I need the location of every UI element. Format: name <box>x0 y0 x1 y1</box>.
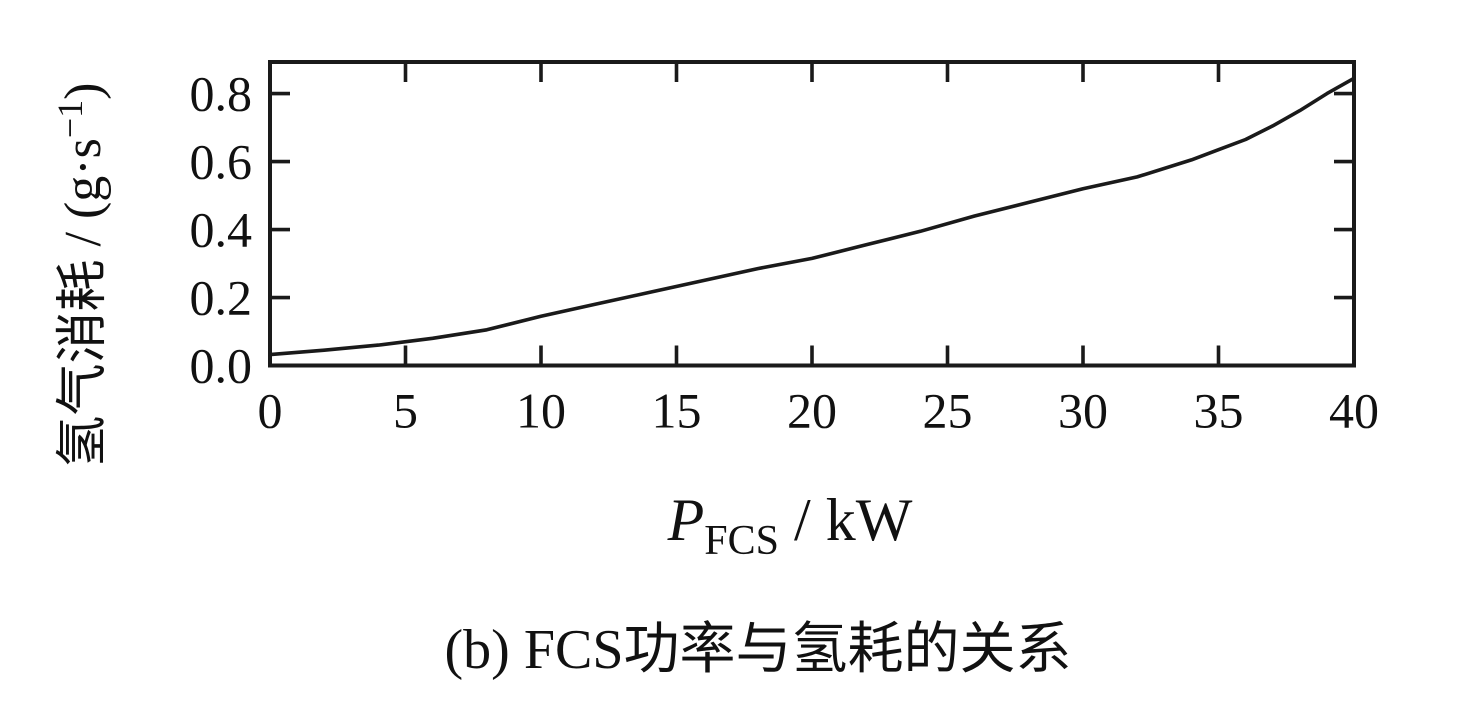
y-tick-label: 0.4 <box>190 202 253 258</box>
x-axis-title: PFCS / kW <box>667 487 913 564</box>
consumption-curve <box>268 76 1356 357</box>
plot-frame <box>268 60 1356 368</box>
x-tick-label: 0 <box>258 383 283 439</box>
ticks-layer <box>270 62 1354 366</box>
x-axis-symbol: P <box>667 487 705 553</box>
chart-caption: (b) FCS功率与氢耗的关系 <box>445 619 1072 681</box>
x-tick-label: 30 <box>1058 383 1108 439</box>
x-tick-label: 40 <box>1329 383 1379 439</box>
y-axis-title-main: 氢气消耗 / (g·s <box>55 138 112 467</box>
y-tick-label: 0.8 <box>190 66 253 122</box>
y-axis-title-close: ) <box>55 83 112 100</box>
x-tick-label: 25 <box>923 383 973 439</box>
y-axis-title: 氢气消耗 / (g·s−1) <box>50 83 112 468</box>
y-tick-label: 0.0 <box>190 338 253 394</box>
x-tick-label: 35 <box>1194 383 1244 439</box>
x-tick-label: 10 <box>516 383 566 439</box>
series-layer <box>268 76 1356 357</box>
tick-labels-layer: 0 5 10 15 20 25 30 35 40 0.0 0.2 0.4 0.6 0.8 <box>190 66 1380 439</box>
y-tick-label: 0.2 <box>190 270 253 326</box>
x-axis-subscript: FCS <box>704 518 779 564</box>
y-axis-title-superscript: −1 <box>50 100 90 138</box>
x-tick-label: 5 <box>393 383 418 439</box>
y-tick-label: 0.6 <box>190 134 253 190</box>
x-tick-label: 20 <box>787 383 837 439</box>
x-axis-unit: / kW <box>779 487 913 553</box>
x-tick-label: 15 <box>652 383 702 439</box>
